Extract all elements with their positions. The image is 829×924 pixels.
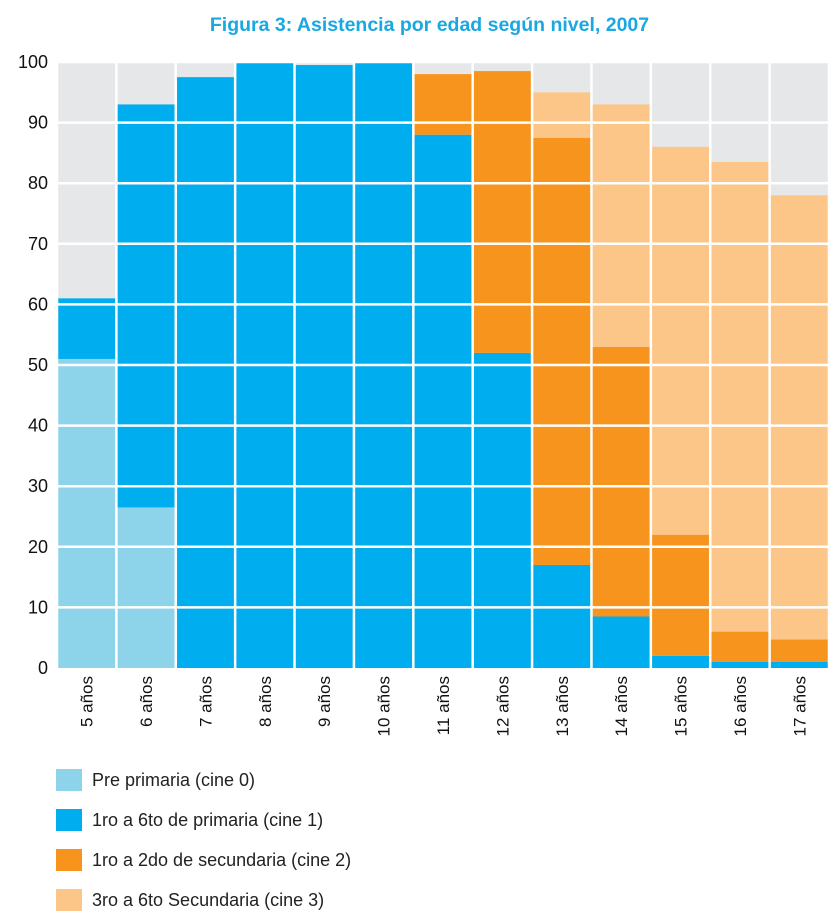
legend-swatch <box>56 769 82 791</box>
bar-segment <box>472 71 533 353</box>
legend-label: 1ro a 6to de primaria (cine 1) <box>92 809 324 830</box>
bar-segment <box>57 298 117 359</box>
bar-segment <box>650 146 711 535</box>
bar-segment <box>532 137 592 565</box>
x-tick-label: 13 años <box>553 676 572 737</box>
stacked-bar-chart: 0 10 20 30 40 50 60 70 80 90 100 5 años 6 años 7 año… <box>18 52 829 737</box>
bar-segment <box>650 655 711 668</box>
legend-item: 1ro a 2do de secundaria (cine 2) <box>56 840 351 880</box>
legend-item: 1ro a 6to de primaria (cine 1) <box>56 800 351 840</box>
bar-segment <box>591 346 651 617</box>
y-tick-label: 0 <box>38 658 48 678</box>
bar-segment <box>532 92 592 138</box>
legend: Pre primaria (cine 0) 1ro a 6to de primar… <box>56 760 351 920</box>
bar-segment <box>116 104 176 508</box>
y-tick-label: 30 <box>28 476 48 496</box>
y-tick-label: 80 <box>28 173 48 193</box>
x-tick-label: 9 años <box>315 676 334 727</box>
bar-segment <box>532 564 592 668</box>
legend-label: 1ro a 2do de secundaria (cine 2) <box>92 849 352 870</box>
bar-segment <box>116 507 176 668</box>
x-tick-label: 17 años <box>790 676 809 737</box>
x-tick-label: 8 años <box>256 676 275 727</box>
bar-segment <box>710 661 770 668</box>
legend-swatch <box>56 889 82 911</box>
y-tick-label: 60 <box>28 294 48 314</box>
x-tick-label: 10 años <box>375 676 394 737</box>
bar-segment <box>413 134 473 669</box>
bar-segment <box>175 77 236 668</box>
bar-segment <box>769 661 829 668</box>
x-tick-label: 12 años <box>493 676 512 737</box>
legend-label: Pre primaria (cine 0) <box>92 769 256 790</box>
y-tick-label: 70 <box>28 234 48 254</box>
legend-label: 3ro a 6to Secundaria (cine 3) <box>92 889 325 910</box>
y-tick-label: 90 <box>28 113 48 133</box>
x-tick-label: 11 años <box>434 676 453 735</box>
bar-segment <box>591 104 651 347</box>
y-tick-label: 10 <box>28 597 48 617</box>
legend-swatch <box>56 849 82 871</box>
x-tick-label: 16 años <box>731 676 750 737</box>
bar-segment <box>769 195 829 640</box>
y-tick-label: 40 <box>28 416 48 436</box>
bar-segment <box>413 74 473 135</box>
x-tick-label: 5 años <box>78 676 97 727</box>
x-tick-label: 14 años <box>612 676 631 737</box>
bar-segment <box>769 639 829 662</box>
bar-segment <box>710 631 770 662</box>
y-tick-label: 50 <box>28 355 48 375</box>
legend-item: Pre primaria (cine 0) <box>56 760 351 800</box>
bar-segment <box>294 65 354 668</box>
x-tick-label: 7 años <box>196 676 215 727</box>
bar-segment <box>650 534 711 656</box>
chart-title: Figura 3: Asistencia por edad según nive… <box>209 14 650 36</box>
legend-swatch <box>56 809 82 831</box>
legend-item: 3ro a 6to Secundaria (cine 3) <box>56 880 351 920</box>
x-tick-label: 6 años <box>137 676 156 727</box>
bar-segment <box>472 352 533 668</box>
y-tick-label: 100 <box>18 52 48 72</box>
bar-segment <box>710 161 770 632</box>
x-tick-label: 15 años <box>672 676 691 737</box>
bar-segment <box>591 616 651 668</box>
y-tick-label: 20 <box>28 537 48 557</box>
bar-segment <box>57 358 117 668</box>
